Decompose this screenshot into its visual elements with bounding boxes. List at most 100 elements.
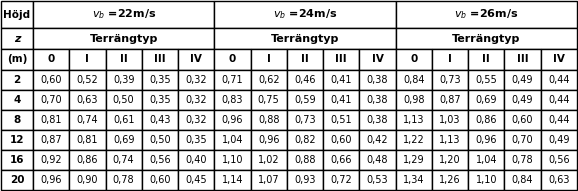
Text: 0,38: 0,38 — [367, 95, 388, 105]
Bar — [505, 70, 541, 90]
Bar — [142, 110, 178, 130]
Bar — [396, 49, 432, 70]
Bar — [396, 28, 577, 49]
Text: 0,56: 0,56 — [548, 155, 570, 165]
Bar — [432, 70, 468, 90]
Bar — [33, 150, 69, 170]
Bar — [323, 49, 360, 70]
Text: 0,86: 0,86 — [77, 155, 98, 165]
Bar — [505, 110, 541, 130]
Text: 0,49: 0,49 — [512, 95, 533, 105]
Text: 0,92: 0,92 — [40, 155, 62, 165]
Text: 1,22: 1,22 — [403, 135, 425, 145]
Text: 1,29: 1,29 — [403, 155, 425, 165]
Text: III: III — [154, 54, 166, 65]
Text: 0,35: 0,35 — [149, 95, 171, 105]
Bar — [287, 150, 323, 170]
Text: 0,49: 0,49 — [548, 135, 569, 145]
Text: 0,78: 0,78 — [113, 175, 135, 185]
Text: $\mathit{v}_b$ =26m/s: $\mathit{v}_b$ =26m/s — [454, 8, 518, 21]
Text: 0,70: 0,70 — [40, 95, 62, 105]
Bar — [69, 110, 106, 130]
Text: 0,62: 0,62 — [258, 75, 280, 85]
Bar — [287, 110, 323, 130]
Bar — [33, 1, 214, 28]
Bar — [33, 130, 69, 150]
Bar — [178, 150, 214, 170]
Text: 0,55: 0,55 — [476, 75, 497, 85]
Bar — [541, 150, 577, 170]
Text: 1,34: 1,34 — [403, 175, 425, 185]
Bar — [106, 90, 142, 110]
Bar — [1, 28, 33, 49]
Text: 0,51: 0,51 — [331, 115, 352, 125]
Bar — [69, 150, 106, 170]
Text: 0,84: 0,84 — [403, 75, 425, 85]
Text: 0,78: 0,78 — [512, 155, 533, 165]
Text: 0,69: 0,69 — [476, 95, 497, 105]
Bar — [33, 70, 69, 90]
Text: I: I — [267, 54, 271, 65]
Text: 0,40: 0,40 — [186, 155, 207, 165]
Bar — [396, 110, 432, 130]
Text: 0,60: 0,60 — [512, 115, 533, 125]
Bar — [178, 70, 214, 90]
Bar — [214, 90, 251, 110]
Bar — [323, 130, 360, 150]
Text: 0,96: 0,96 — [40, 175, 62, 185]
Bar — [323, 170, 360, 190]
Text: 0,48: 0,48 — [367, 155, 388, 165]
Bar — [432, 49, 468, 70]
Bar — [541, 110, 577, 130]
Text: II: II — [301, 54, 309, 65]
Text: 1,14: 1,14 — [222, 175, 243, 185]
Bar — [360, 150, 396, 170]
Bar — [468, 130, 505, 150]
Text: 1,20: 1,20 — [439, 155, 461, 165]
Text: Terrängtyp: Terrängtyp — [452, 33, 521, 44]
Bar — [178, 90, 214, 110]
Bar — [468, 150, 505, 170]
Bar — [323, 150, 360, 170]
Bar — [251, 130, 287, 150]
Bar — [360, 49, 396, 70]
Text: 1,04: 1,04 — [222, 135, 243, 145]
Text: IV: IV — [190, 54, 202, 65]
Text: 0,44: 0,44 — [548, 95, 569, 105]
Text: 0,63: 0,63 — [548, 175, 569, 185]
Bar — [1, 130, 33, 150]
Bar — [505, 130, 541, 150]
Bar — [33, 110, 69, 130]
Bar — [142, 70, 178, 90]
Text: 0,87: 0,87 — [439, 95, 461, 105]
Bar — [1, 110, 33, 130]
Bar — [505, 49, 541, 70]
Text: 8: 8 — [13, 115, 21, 125]
Bar — [396, 1, 577, 28]
Bar — [178, 49, 214, 70]
Text: 16: 16 — [10, 155, 24, 165]
Text: 1,02: 1,02 — [258, 155, 280, 165]
Bar — [106, 49, 142, 70]
Text: IV: IV — [553, 54, 565, 65]
Bar — [106, 130, 142, 150]
Bar — [69, 49, 106, 70]
Bar — [287, 49, 323, 70]
Bar — [142, 130, 178, 150]
Text: 0,49: 0,49 — [512, 75, 533, 85]
Bar — [1, 49, 33, 70]
Bar — [214, 70, 251, 90]
Bar — [1, 1, 33, 28]
Text: 0,86: 0,86 — [476, 115, 497, 125]
Text: 0,63: 0,63 — [77, 95, 98, 105]
Text: 0,98: 0,98 — [403, 95, 425, 105]
Text: 0,56: 0,56 — [149, 155, 171, 165]
Bar — [287, 170, 323, 190]
Bar — [323, 90, 360, 110]
Text: III: III — [517, 54, 528, 65]
Bar — [214, 170, 251, 190]
Text: 0,60: 0,60 — [331, 135, 352, 145]
Bar — [287, 90, 323, 110]
Bar — [541, 90, 577, 110]
Bar — [214, 110, 251, 130]
